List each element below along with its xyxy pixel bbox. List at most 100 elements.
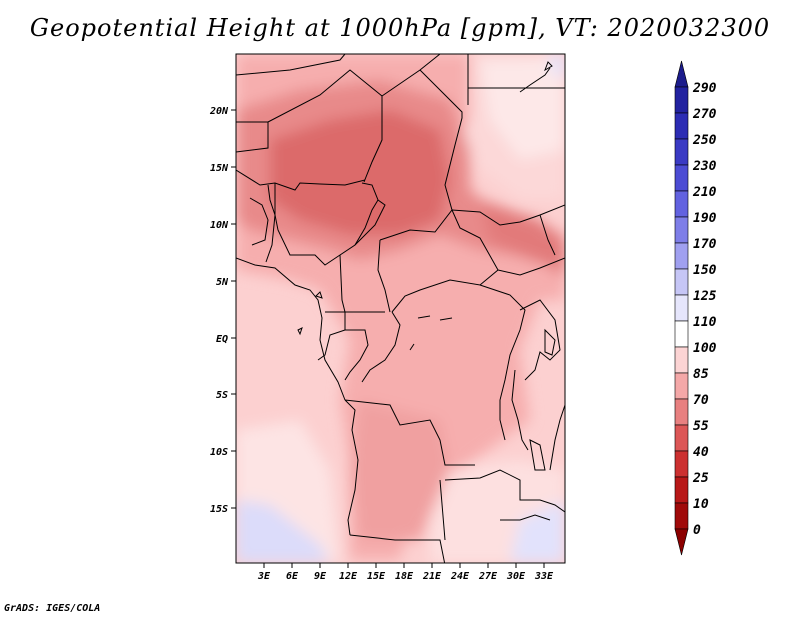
field-darkest-core <box>270 110 450 235</box>
colorbar-segment <box>674 346 689 374</box>
colorbar-segment <box>674 502 689 530</box>
lake-victoria <box>544 328 556 356</box>
field-blue-northeast <box>548 54 565 80</box>
border-algeria-north <box>236 54 346 76</box>
border-angola-drc <box>344 399 475 466</box>
colorbar-label: 190 <box>693 211 717 226</box>
border-car <box>379 209 499 313</box>
colorbar-segment <box>674 216 689 244</box>
lon-label-21e: 21E <box>422 571 442 582</box>
border-gabon-congo <box>344 329 369 381</box>
lat-label-15s: 15S <box>210 504 228 515</box>
border-mali-east <box>236 121 269 153</box>
island-sao-tome <box>297 327 303 336</box>
colorbar-segment <box>674 190 689 218</box>
river-congo <box>417 315 453 321</box>
colorbar-label: 230 <box>692 159 717 174</box>
border-cameroon-north <box>354 199 386 246</box>
border-zambia <box>444 469 565 513</box>
coastline-red-sea <box>519 67 551 93</box>
height-field <box>236 54 565 563</box>
colorbar-segment <box>674 242 689 270</box>
field-medium-south <box>350 400 450 540</box>
island-red-sea <box>544 61 553 72</box>
lon-label-18e: 18E <box>395 571 414 582</box>
lon-label-6e: 6E <box>286 571 299 582</box>
border-angola-zambia <box>439 479 446 541</box>
colorbar-label: 250 <box>692 133 717 148</box>
colorbar-label: 25 <box>692 471 709 486</box>
border-cameroon-car <box>377 239 391 313</box>
colorbar-label: 40 <box>693 445 709 460</box>
colorbar-segment <box>674 398 689 426</box>
lake-malawi <box>529 439 546 471</box>
colorbar-label: 70 <box>693 393 709 408</box>
colorbar-label: 210 <box>692 185 717 200</box>
lon-axis: 3E 6E 9E 12E 15E 18E 21E 24E 27E 30E 33E <box>257 563 554 582</box>
coastline-west <box>236 257 346 401</box>
border-chad-sudan <box>419 69 463 211</box>
colorbar-segment <box>674 164 689 192</box>
grads-credit: GrADS: IGES/COLA <box>4 603 101 614</box>
colorbar-segment <box>674 86 689 114</box>
border-congo-drc <box>361 311 401 383</box>
field-very-light-northeast <box>480 58 565 160</box>
colorbar-label: 290 <box>692 81 717 96</box>
map-title: Geopotential Height at 1000hPa [gpm], VT… <box>29 14 771 42</box>
colorbar-label: 100 <box>693 341 717 356</box>
lon-label-30e: 30E <box>506 571 526 582</box>
map-frame <box>235 53 566 564</box>
lat-label-5s: 5S <box>216 390 228 401</box>
colorbar-bottom-triangle <box>674 528 689 556</box>
island-bioko <box>315 291 323 299</box>
lon-label-12e: 12E <box>339 571 358 582</box>
lake-tanganyika <box>511 369 529 451</box>
colorbar-label: 10 <box>693 497 709 512</box>
colorbar-segment <box>674 372 689 400</box>
colorbar-top-triangle <box>674 60 689 88</box>
lat-axis: 20N 15N 10N 5N EQ 5S 10S 15S <box>209 106 236 515</box>
colorbar-segment <box>674 138 689 166</box>
border-uganda-kenya <box>519 299 561 381</box>
lon-label-15e: 15E <box>367 571 386 582</box>
colorbar-label: 0 <box>693 523 701 538</box>
colorbar-label: 55 <box>693 419 709 434</box>
colorbar-label: 85 <box>693 367 709 382</box>
lat-label-20n: 20N <box>209 106 229 117</box>
lat-label-15n: 15N <box>210 163 229 174</box>
colorbar-segment <box>674 450 689 478</box>
lat-label-10s: 10S <box>210 447 228 458</box>
lon-label-9e: 9E <box>314 571 327 582</box>
colorbar-segment <box>674 424 689 452</box>
river-mark <box>409 343 415 351</box>
colorbar-segment <box>674 294 689 322</box>
lat-label-eq: EQ <box>216 334 228 345</box>
colorbar-label: 270 <box>692 107 717 122</box>
border-ethiopia <box>539 214 556 256</box>
country-borders <box>236 54 565 563</box>
colorbar: 2902702502302101901701501251101008570554… <box>674 60 717 556</box>
border-south-sudan-south <box>497 257 565 276</box>
field-dark-east <box>480 200 565 270</box>
colorbar-segment <box>674 476 689 504</box>
colorbar-segment <box>674 112 689 140</box>
colorbar-label: 150 <box>693 263 717 278</box>
lon-label-33e: 33E <box>534 571 554 582</box>
lon-label-24e: 24E <box>450 571 470 582</box>
lon-label-27e: 27E <box>478 571 498 582</box>
field-blue-southwest <box>236 500 330 563</box>
border-angola-coast <box>344 399 359 536</box>
border-ghana <box>249 197 269 246</box>
field-blue-southeast <box>510 500 565 563</box>
colorbar-label: 170 <box>693 237 717 252</box>
colorbar-label: 125 <box>693 289 717 304</box>
colorbar-segment <box>674 268 689 296</box>
border-angola-namibia <box>349 534 446 563</box>
lat-label-5n: 5N <box>216 277 229 288</box>
colorbar-segment <box>674 320 689 348</box>
border-sahel-south <box>236 169 366 191</box>
border-zimbabwe <box>500 514 551 521</box>
border-mozambique-north <box>549 404 565 471</box>
lat-label-10n: 10N <box>210 220 229 231</box>
